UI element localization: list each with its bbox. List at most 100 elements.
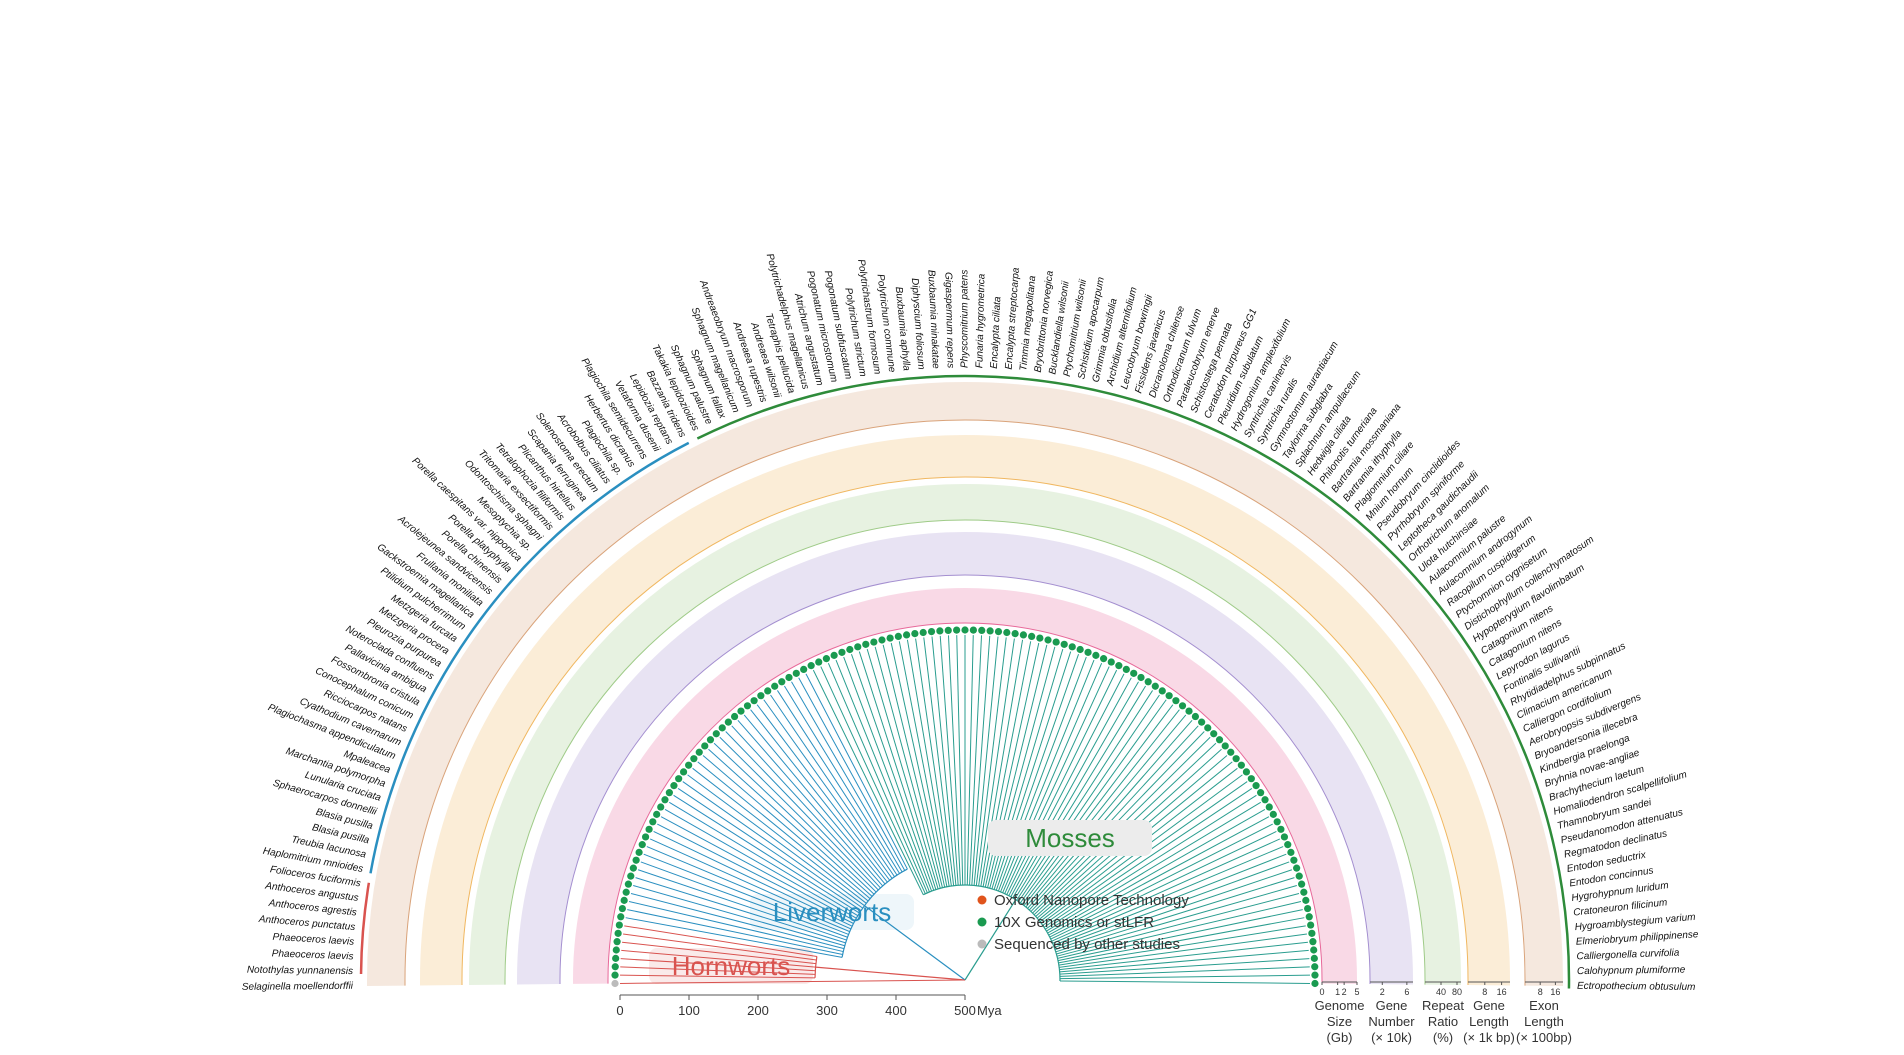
tip-dot [724, 718, 732, 726]
tree-branch [623, 933, 817, 961]
tree-branch [657, 823, 854, 924]
tree-branch [1059, 949, 1309, 973]
tip-dot [1295, 872, 1303, 880]
tip-dot [1311, 963, 1319, 971]
tip-dot [690, 755, 698, 763]
clade-arc [369, 441, 690, 874]
tip-dot [1309, 938, 1317, 946]
tree-branch [858, 651, 937, 890]
tree-branch [1057, 901, 1302, 959]
track-baseline [404, 419, 1526, 986]
tree-branch [770, 694, 895, 878]
tip-dot [1198, 718, 1206, 726]
tree-branch [673, 794, 860, 914]
species-label: Elmeriobryum philippinense [1575, 929, 1699, 948]
tree-branch [1055, 877, 1295, 953]
tree-branch [653, 831, 853, 927]
tree-branch [1054, 861, 1290, 948]
species-label: Gigaspermum repens [942, 272, 955, 368]
tree-branch [956, 635, 964, 886]
tip-dot [638, 841, 646, 849]
tree-branch [1059, 958, 1310, 975]
species-label: Funaria hygrometrica [974, 273, 987, 368]
tip-dot [1144, 678, 1152, 686]
tree-branch [1059, 980, 1310, 984]
tip-dot [886, 634, 894, 642]
track-label: (%) [1433, 1030, 1453, 1045]
clade-label-box [988, 820, 1152, 856]
tree-branch [850, 654, 935, 891]
tree-branch [677, 787, 862, 911]
tree-branch [1044, 794, 1257, 930]
tip-dot [1210, 730, 1218, 738]
tree-branch [1043, 787, 1253, 928]
tip-dot [1284, 841, 1292, 849]
tip-dot [846, 645, 854, 654]
tree-branch [649, 838, 852, 930]
tip-dot [657, 803, 665, 811]
tip-dot [641, 833, 650, 841]
tree-branch [966, 635, 974, 886]
tree-branch [719, 736, 877, 893]
tree-branch [805, 673, 908, 870]
tip-dot [1151, 682, 1159, 690]
track-tick-label: 0 [1319, 987, 1324, 997]
tree-branch [931, 636, 957, 886]
species-label: Notothylas yunnanensis [247, 965, 353, 977]
tip-dot [953, 626, 961, 634]
tip-dot [1311, 971, 1319, 979]
tip-dot [911, 630, 919, 638]
tree-branch [969, 635, 983, 886]
tree-branch [1006, 669, 1118, 895]
clade-arc [696, 374, 1571, 989]
tip-dot [838, 648, 846, 656]
tree-branch [1025, 714, 1187, 908]
tree-branch [1059, 933, 1307, 968]
tree-branch [874, 646, 941, 889]
track-tick-label: 6 [1404, 987, 1409, 997]
tip-dot [1307, 921, 1315, 929]
tree-branch [922, 884, 1061, 981]
tip-dot [1247, 775, 1255, 783]
tree-branch [1027, 719, 1193, 909]
tip-dot [1003, 628, 1011, 637]
track-label: (× 1k bp) [1463, 1030, 1515, 1045]
track-label: (Gb) [1327, 1030, 1353, 1045]
tip-dot [1261, 796, 1269, 804]
tip-dot [830, 651, 838, 659]
tree-branch [750, 709, 888, 883]
species-label: Calohypnum plumiforme [1577, 965, 1686, 978]
tree-branch [763, 699, 893, 879]
tree-branch [1023, 709, 1180, 906]
species-label: Buxbaumia minakatae [925, 270, 941, 370]
tip-dot [679, 768, 688, 776]
tip-dot [1237, 761, 1245, 769]
tip-dot [757, 692, 765, 700]
tip-dot [994, 628, 1003, 636]
clade-arc [359, 882, 371, 975]
tip-dot [1028, 632, 1036, 641]
tip-dot [1269, 810, 1277, 818]
tip-dot [944, 626, 952, 635]
tree-branch [964, 899, 1017, 981]
tip-dot [862, 640, 870, 648]
tree-branch [620, 974, 816, 979]
tip-dot [1242, 768, 1251, 776]
tree-branch [923, 637, 955, 886]
tip-dot [1122, 665, 1130, 673]
tree-branch [1020, 699, 1167, 904]
tip-dot [635, 848, 643, 856]
time-tick-label: 300 [816, 1003, 838, 1018]
tree-branch [1050, 831, 1277, 940]
tip-dot [936, 627, 944, 635]
tree-branch [1057, 909, 1303, 962]
tree-branch [1056, 893, 1300, 957]
clade-label-box [649, 948, 813, 984]
clade-label: Liverworts [773, 897, 891, 927]
tip-dot [1290, 856, 1298, 864]
tip-dot [1265, 803, 1273, 811]
tip-dot [1158, 687, 1166, 695]
clade-label: Hornworts [672, 951, 790, 981]
tip-dot [1298, 880, 1306, 888]
tree-branch [1021, 704, 1174, 905]
